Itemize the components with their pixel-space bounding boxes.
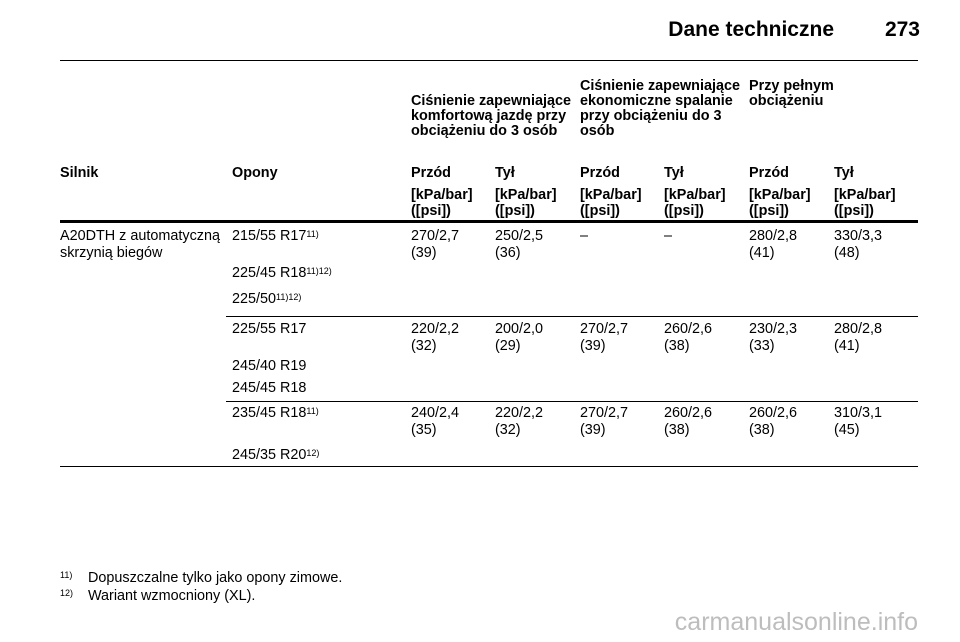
page-number: 273 <box>884 18 920 41</box>
unit-line-2: ([psi]) <box>495 203 535 219</box>
pressure-value: 260/2,6 (38) <box>664 405 713 438</box>
tyre-size: 235/45 R1811) <box>232 405 319 421</box>
col-rear-1: Tył <box>495 165 515 181</box>
footnote: 11) Dopuszczalne tylko jako opony zimowe. <box>60 570 343 586</box>
tyre-size: 225/55 R17 <box>232 321 307 337</box>
pressure-value: 270/2,7 (39) <box>411 228 460 261</box>
pressure-value: 260/2,6 (38) <box>664 321 713 354</box>
col-rear-2: Tył <box>664 165 684 181</box>
group-header-comfort: Ciśnienie zapewniające komfortową jazdę … <box>411 93 571 139</box>
footnote: 12) Wariant wzmocniony (XL). <box>60 588 256 604</box>
tyre-size: 225/45 R1811)12) <box>232 265 332 281</box>
pressure-value: 280/2,8 (41) <box>834 321 883 354</box>
row-divider <box>226 401 918 402</box>
unit-header: [kPa/bar] ([psi]) <box>411 187 473 219</box>
unit-header: [kPa/bar] ([psi]) <box>580 187 642 219</box>
pressure-value: 220/2,2 (32) <box>411 321 460 354</box>
unit-line-1: [kPa/bar] <box>749 187 811 203</box>
pressure-value: 220/2,2 (32) <box>495 405 544 438</box>
group-header-eco: Ciśnienie zapewniające ekonomiczne spala… <box>580 78 740 139</box>
unit-line-1: [kPa/bar] <box>664 187 726 203</box>
col-engine: Silnik <box>60 165 99 181</box>
unit-line-2: ([psi]) <box>834 203 874 219</box>
pressure-value: 260/2,6 (38) <box>749 405 798 438</box>
unit-line-1: [kPa/bar] <box>495 187 557 203</box>
header-rule <box>60 60 918 61</box>
col-front-3: Przód <box>749 165 789 181</box>
unit-header: [kPa/bar] ([psi]) <box>749 187 811 219</box>
unit-header: [kPa/bar] ([psi]) <box>834 187 896 219</box>
col-rear-3: Tył <box>834 165 854 181</box>
pressure-value: 200/2,0 (29) <box>495 321 544 354</box>
tyre-size: 245/45 R18 <box>232 380 307 396</box>
unit-header: [kPa/bar] ([psi]) <box>664 187 726 219</box>
pressure-value: 240/2,4 (35) <box>411 405 460 438</box>
watermark-text: carmanualsonline.info <box>674 608 918 636</box>
table-bottom-rule <box>60 466 918 467</box>
engine-cell: A20DTH z automatyczną skrzynią biegów <box>60 228 220 261</box>
header-bottom-rule <box>60 220 918 223</box>
tyre-size: 245/35 R2012) <box>232 447 320 463</box>
unit-header: [kPa/bar] ([psi]) <box>495 187 557 219</box>
group-header-full-load: Przy pełnym obciążeniu <box>749 78 834 109</box>
col-tyres: Opony <box>232 165 278 181</box>
unit-line-2: ([psi]) <box>664 203 704 219</box>
col-front-2: Przód <box>580 165 620 181</box>
pressure-value: 280/2,8 (41) <box>749 228 798 261</box>
tyre-size: 215/55 R1711) <box>232 228 319 244</box>
tyre-size: 245/40 R19 <box>232 358 307 374</box>
unit-line-1: [kPa/bar] <box>580 187 642 203</box>
pressure-value: 270/2,7 (39) <box>580 321 629 354</box>
pressure-value: 330/3,3 (48) <box>834 228 883 261</box>
col-front-1: Przód <box>411 165 451 181</box>
tyre-size: 225/5011)12) <box>232 291 302 307</box>
unit-line-2: ([psi]) <box>411 203 451 219</box>
row-divider <box>226 316 918 317</box>
page-title: Dane techniczne <box>668 18 834 41</box>
pressure-value: 270/2,7 (39) <box>580 405 629 438</box>
pressure-value: 230/2,3 (33) <box>749 321 798 354</box>
unit-line-2: ([psi]) <box>580 203 620 219</box>
pressure-value: – <box>580 228 589 244</box>
pressure-value: 310/3,1 (45) <box>834 405 883 438</box>
pressure-value: 250/2,5 (36) <box>495 228 544 261</box>
unit-line-2: ([psi]) <box>749 203 789 219</box>
pressure-value: – <box>664 228 673 244</box>
unit-line-1: [kPa/bar] <box>834 187 896 203</box>
unit-line-1: [kPa/bar] <box>411 187 473 203</box>
